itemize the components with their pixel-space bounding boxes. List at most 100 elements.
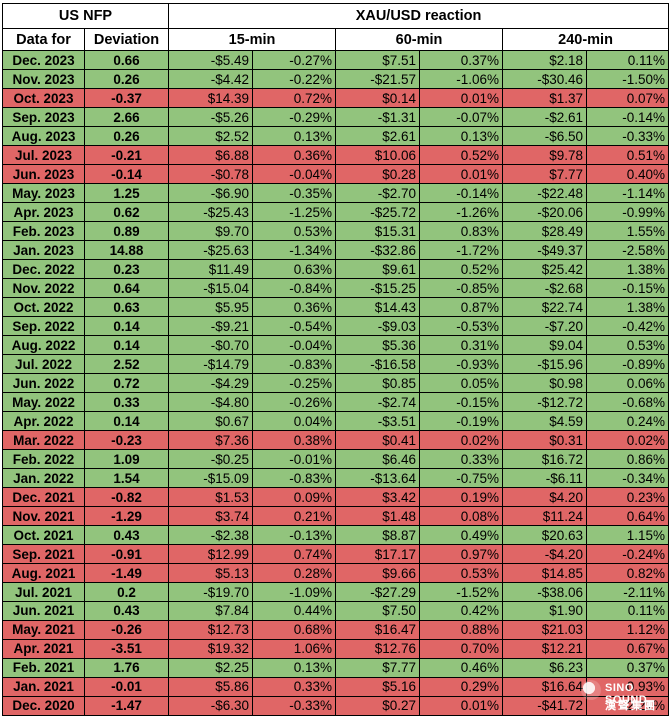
reaction-240min-pct: -2.11% [586,582,670,602]
reaction-15min-usd: $7.84 [168,601,254,621]
reaction-15min-pct: -0.35% [252,183,337,204]
table-row: Nov. 2021 -1.29 $3.74 0.21% $1.48 0.08% $11.24… [2,506,670,527]
deviation-cell: -0.37 [83,88,170,109]
reaction-240min-usd: $28.49 [502,221,588,242]
reaction-240min-usd: $4.20 [502,487,588,508]
reaction-60min-pct: 0.13% [419,126,504,147]
deviation-cell: 0.72 [83,373,170,394]
reaction-240min-pct: 0.64% [586,506,670,527]
table-row: Dec. 2021 -0.82 $1.53 0.09% $3.42 0.19% $4.20 0… [2,487,670,508]
date-cell: Sep. 2021 [2,544,85,565]
reaction-60min-pct: 0.83% [419,221,504,242]
reaction-240min-usd: $0.98 [502,373,588,394]
reaction-60min-pct: 0.42% [419,601,504,621]
reaction-15min-pct: -1.09% [252,582,337,602]
reaction-60min-usd: -$2.70 [335,183,421,204]
reaction-15min-pct: -0.84% [252,278,337,299]
reaction-240min-usd: $12.21 [502,638,588,659]
date-cell: Jan. 2023 [2,240,85,261]
reaction-15min-usd: -$15.04 [168,278,254,299]
table-row: Sep. 2022 0.14 -$9.21 -0.54% -$9.03 -0.53% -$7… [2,316,670,337]
reaction-240min-usd: -$30.46 [502,69,588,90]
reaction-60min-usd: $5.36 [335,335,421,356]
reaction-15min-usd: $5.95 [168,297,254,318]
reaction-60min-usd: $17.17 [335,544,421,565]
reaction-240min-pct: -2.58% [586,240,670,261]
reaction-240min-pct: 0.24% [586,411,670,432]
reaction-15min-usd: -$4.29 [168,373,254,394]
reaction-15min-usd: $1.53 [168,487,254,508]
reaction-240min-pct: 1.38% [586,297,670,318]
reaction-240min-usd: -$41.72 [502,695,588,717]
reaction-15min-usd: $2.25 [168,657,254,678]
reaction-60min-usd: $6.46 [335,449,421,470]
reaction-240min-pct: -0.42% [586,316,670,337]
reaction-15min-pct: -0.54% [252,316,337,337]
deviation-cell: 1.76 [83,657,170,678]
table-row: Jul. 2023 -0.21 $6.88 0.36% $10.06 0.52% $9.78… [2,145,670,166]
reaction-60min-pct: 0.19% [419,487,504,508]
reaction-240min-usd: $6.23 [502,657,588,678]
reaction-15min-usd: -$6.30 [168,695,254,717]
deviation-cell: -0.14 [83,164,170,185]
deviation-cell: 0.2 [83,582,170,602]
reaction-240min-usd: $9.04 [502,335,588,356]
reaction-240min-usd: $16.64 [502,676,588,697]
reaction-60min-usd: $12.76 [335,638,421,659]
reaction-60min-pct: -0.15% [419,392,504,413]
reaction-60min-usd: $9.66 [335,563,421,584]
date-cell: Nov. 2022 [2,278,85,299]
deviation-cell: -0.01 [83,676,170,697]
reaction-240min-usd: $9.78 [502,145,588,166]
date-cell: Aug. 2023 [2,126,85,147]
deviation-cell: 2.52 [83,354,170,375]
date-cell: Jun. 2023 [2,164,85,185]
reaction-15min-pct: -0.26% [252,392,337,413]
reaction-60min-usd: $7.50 [335,601,421,621]
reaction-15min-pct: 0.13% [252,657,337,678]
reaction-15min-usd: $7.36 [168,430,254,451]
deviation-cell: 0.64 [83,278,170,299]
reaction-240min-pct: 0.86% [586,449,670,470]
date-cell: Jan. 2022 [2,468,85,489]
date-cell: Feb. 2021 [2,657,85,678]
reaction-240min-pct: 0.06% [586,373,670,394]
table-row: Feb. 2023 0.89 $9.70 0.53% $15.31 0.83% $28.49… [2,221,670,242]
date-cell: Dec. 2020 [2,695,85,717]
deviation-cell: 0.23 [83,259,170,280]
reaction-60min-usd: $0.28 [335,164,421,185]
table-row: May. 2021 -0.26 $12.73 0.68% $16.47 0.88% $21.… [2,619,670,640]
reaction-60min-pct: 0.08% [419,506,504,527]
deviation-cell: -0.82 [83,487,170,508]
reaction-60min-pct: 0.97% [419,544,504,565]
reaction-60min-usd: -$13.64 [335,468,421,489]
reaction-15min-usd: $9.70 [168,221,254,242]
reaction-15min-usd: -$6.90 [168,183,254,204]
reaction-15min-pct: -0.33% [252,695,337,717]
reaction-15min-pct: -0.83% [252,468,337,489]
table-row: Jun. 2023 -0.14 -$0.78 -0.04% $0.28 0.01% $7.7… [2,164,670,185]
reaction-60min-pct: 0.31% [419,335,504,356]
reaction-60min-usd: -$9.03 [335,316,421,337]
deviation-cell: 0.66 [83,50,170,71]
reaction-15min-pct: -0.04% [252,164,337,185]
date-cell: Jul. 2021 [2,582,85,602]
reaction-15min-usd: $3.74 [168,506,254,527]
deviation-cell: -1.49 [83,563,170,584]
sino-sound-logo-icon [581,680,601,700]
table-row: Dec. 2020 -1.47 -$6.30 -0.33% $0.27 0.01% -$41… [2,695,670,717]
reaction-60min-usd: $1.48 [335,506,421,527]
reaction-60min-pct: -0.07% [419,107,504,128]
table-row: Apr. 2021 -3.51 $19.32 1.06% $12.76 0.70% $12.… [2,638,670,659]
reaction-15min-usd: -$0.70 [168,335,254,356]
reaction-60min-usd: -$16.58 [335,354,421,375]
reaction-60min-pct: 0.46% [419,657,504,678]
reaction-240min-pct: -0.89% [586,354,670,375]
reaction-15min-usd: $12.99 [168,544,254,565]
table-row: Mar. 2022 -0.23 $7.36 0.38% $0.41 0.02% $0.31 0… [2,430,670,451]
table-row: Jul. 2021 0.2 -$19.70 -1.09% -$27.29 -1.52% -$… [2,582,670,602]
reaction-15min-usd: -$25.63 [168,240,254,261]
reaction-15min-usd: $5.13 [168,563,254,584]
table-row: May. 2023 1.25 -$6.90 -0.35% -$2.70 -0.14% -$2… [2,183,670,204]
date-cell: Jan. 2021 [2,676,85,697]
